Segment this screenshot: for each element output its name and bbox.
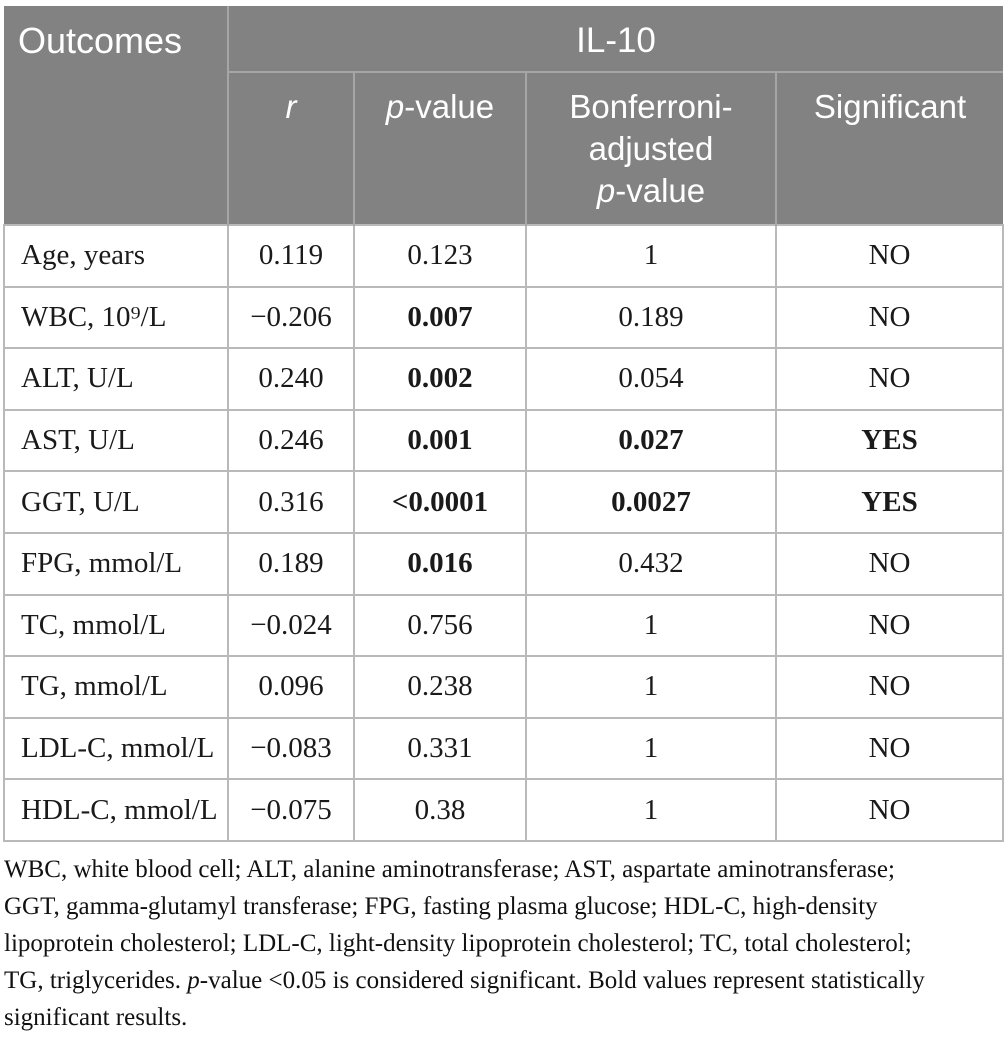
outcome-cell: TC, mmol/L [3, 593, 229, 658]
bonferroni-cell: 1 [525, 655, 777, 719]
header-line: r [285, 88, 297, 125]
header-line: p-value [385, 88, 495, 125]
r-cell: 0.189 [227, 531, 355, 596]
table-row: Age, years 0.119 0.123 1 NO [3, 224, 1005, 288]
significant-cell: YES [774, 408, 1005, 473]
p-value-cell: 0.123 [353, 224, 527, 288]
bonferroni-cell: 0.432 [525, 531, 777, 596]
table-row: AST, U/L 0.246 0.001 0.027 YES [3, 408, 1005, 473]
bonferroni-cell: 0.189 [525, 285, 777, 350]
p-value-cell: 0.001 [353, 408, 527, 473]
r-cell: 0.096 [227, 655, 355, 719]
bonferroni-cell: 1 [525, 593, 777, 658]
p-value-cell: 0.38 [353, 778, 527, 842]
r-cell: −0.206 [227, 285, 355, 350]
column-header-il10: IL-10 [228, 6, 1004, 73]
table-row: GGT, U/L 0.316 <0.0001 0.0027 YES [3, 470, 1005, 534]
outcome-cell: TG, mmol/L [3, 655, 229, 719]
outcome-cell: FPG, mmol/L [3, 531, 229, 596]
bonferroni-cell: 0.027 [525, 408, 777, 473]
significant-cell: NO [774, 778, 1005, 842]
r-cell: −0.024 [227, 593, 355, 658]
bonferroni-cell: 1 [525, 224, 777, 288]
p-value-cell: 0.002 [353, 347, 527, 411]
column-header-bonferroni: Bonferroni-adjusted p-value [525, 72, 776, 225]
footnote-line: GGT, gamma-glutamyl transferase; FPG, fa… [4, 893, 878, 920]
r-cell: −0.075 [227, 778, 355, 842]
footnote-line: lipoprotein cholesterol; LDL-C, light-de… [4, 930, 912, 957]
outcome-cell: WBC, 10⁹/L [3, 285, 229, 350]
r-cell: 0.240 [227, 347, 355, 411]
table-footnote: WBC, white blood cell; ALT, alanine amin… [4, 851, 1004, 1036]
header-line: p-value [596, 172, 706, 209]
column-header-significant: Significant [774, 72, 1004, 225]
table-row: FPG, mmol/L 0.189 0.016 0.432 NO [3, 531, 1005, 596]
table-header: Outcomes IL-10 r p-value Bonferroni-adju… [4, 6, 1004, 225]
p-value-cell: 0.007 [353, 285, 527, 350]
significant-cell: NO [774, 655, 1005, 719]
header-sub-row: r p-value Bonferroni-adjusted p-value Sig… [4, 72, 1004, 225]
r-cell: 0.316 [227, 470, 355, 534]
significant-cell: NO [774, 347, 1005, 411]
bonferroni-cell: 1 [525, 716, 777, 781]
footnote-line: TG, triglycerides. p-value <0.05 is cons… [4, 967, 925, 994]
p-value-cell: 0.238 [353, 655, 527, 719]
outcome-cell: AST, U/L [3, 408, 229, 473]
bonferroni-cell: 1 [525, 778, 777, 842]
significant-cell: NO [774, 224, 1005, 288]
table-row: TG, mmol/L 0.096 0.238 1 NO [3, 655, 1005, 719]
bonferroni-cell: 0.0027 [525, 470, 777, 534]
significant-cell: NO [774, 531, 1005, 596]
p-value-cell: 0.016 [353, 531, 527, 596]
header-group-row: Outcomes IL-10 [4, 6, 1004, 225]
p-value-cell: <0.0001 [353, 470, 527, 534]
table-row: HDL-C, mmol/L −0.075 0.38 1 NO [3, 778, 1005, 842]
footnote-line: significant results. [4, 1004, 188, 1031]
r-cell: 0.119 [227, 224, 355, 288]
table-row: ALT, U/L 0.240 0.002 0.054 NO [3, 347, 1005, 411]
outcome-cell: GGT, U/L [3, 470, 229, 534]
table-row: LDL-C, mmol/L −0.083 0.331 1 NO [3, 716, 1005, 781]
column-header-outcomes: Outcomes [4, 6, 229, 225]
table-row: TC, mmol/L −0.024 0.756 1 NO [3, 593, 1005, 658]
outcome-cell: Age, years [3, 224, 229, 288]
outcome-cell: LDL-C, mmol/L [3, 716, 229, 781]
column-header-r: r [228, 72, 354, 225]
table-row: WBC, 10⁹/L −0.206 0.007 0.189 NO [3, 285, 1005, 350]
outcome-cell: HDL-C, mmol/L [3, 778, 229, 842]
p-value-cell: 0.331 [353, 716, 527, 781]
header-line: Bonferroni- [569, 88, 733, 125]
p-value-cell: 0.756 [353, 593, 527, 658]
header-line: Significant [813, 88, 967, 125]
significant-cell: NO [774, 285, 1005, 350]
correlation-table: Outcomes IL-10 r p-value Bonferroni-adju… [3, 6, 1005, 842]
bonferroni-cell: 0.054 [525, 347, 777, 411]
footnote-line: WBC, white blood cell; ALT, alanine amin… [4, 856, 895, 883]
r-cell: −0.083 [227, 716, 355, 781]
r-cell: 0.246 [227, 408, 355, 473]
significant-cell: YES [774, 470, 1005, 534]
outcome-cell: ALT, U/L [3, 347, 229, 411]
header-line: adjusted [588, 130, 714, 167]
table-body: Age, years 0.119 0.123 1 NO WBC, 10⁹/L −0.206 0… [3, 224, 1005, 842]
significant-cell: NO [774, 716, 1005, 781]
column-header-p-value: p-value [353, 72, 526, 225]
significant-cell: NO [774, 593, 1005, 658]
